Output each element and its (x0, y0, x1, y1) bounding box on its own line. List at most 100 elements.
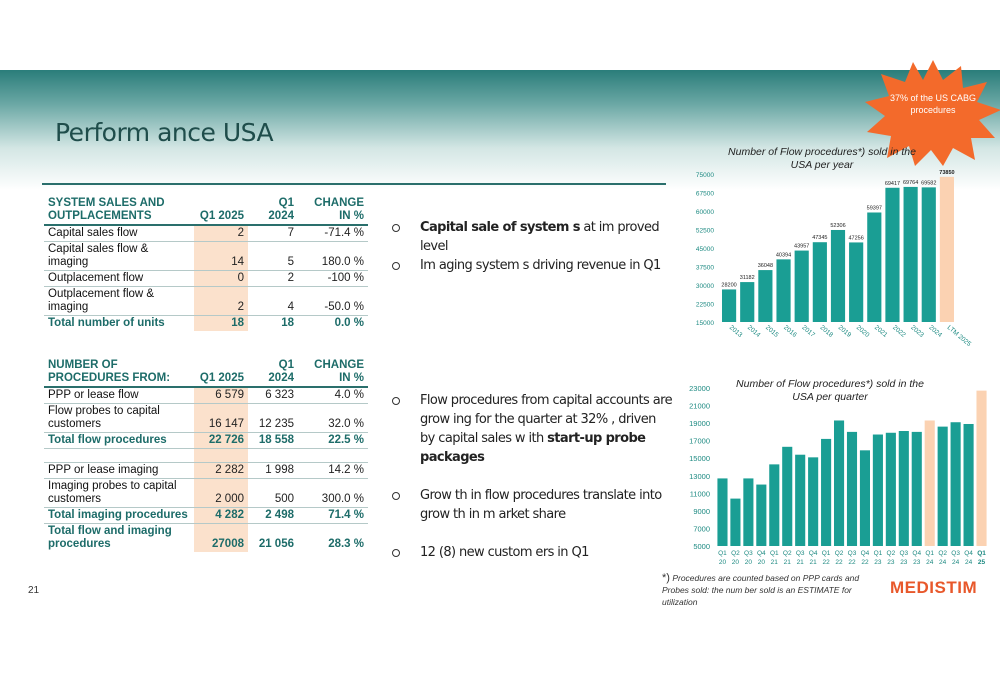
bullet-dot-icon (392, 549, 400, 557)
bar (721, 289, 737, 322)
row-label: Total imaging procedures (44, 507, 194, 524)
bar (849, 242, 864, 322)
title-divider (42, 183, 666, 185)
cell-q1-2025: 22 726 (194, 432, 248, 449)
x-tick-label: 2014 (746, 324, 762, 339)
y-tick-label: 37500 (696, 265, 714, 272)
x-tick-label: Q1 22 (822, 550, 831, 566)
t1-header-q1-2024: Q1 2024 (248, 196, 298, 226)
table-row: Total flow and imaging procedures 27008 21… (44, 523, 368, 552)
footnote-text: Procedures are counted based on PPP card… (662, 573, 860, 607)
bar (833, 420, 845, 546)
x-tick-label: Q3 24 (951, 550, 960, 566)
cell-change: -71.4 % (298, 224, 368, 242)
bar (885, 432, 896, 546)
cell-q1-2025: 2 000 (194, 478, 248, 508)
data-label: 47256 (849, 235, 864, 241)
bullet-text: 12 (8) new custom ers in Q1 (420, 545, 589, 560)
bar (782, 446, 793, 546)
x-tick-label: Q4 24 (964, 550, 973, 566)
row-label: Total flow and imaging procedures (44, 523, 194, 552)
quarterly-chart-title: Number of Flow procedures*) sold in the … (736, 378, 924, 403)
x-tick-label: 2016 (782, 324, 798, 339)
bullets-top: Capital sale of system s at im proved le… (392, 218, 672, 275)
x-tick-label: Q2 21 (783, 550, 792, 566)
x-tick-label: Q4 20 (757, 550, 766, 566)
row-label: Outplacement flow & imaging (44, 286, 194, 316)
bullet-bold-text: Capital sale of system s (420, 220, 580, 235)
y-tick-label: 52500 (696, 228, 714, 235)
bullet-dot-icon (392, 224, 400, 232)
table-row: Flow probes to capital customers 16 147 12… (44, 403, 368, 433)
cell-q1-2024: 2 498 (248, 507, 298, 524)
x-tick-label: Q1 24 (925, 550, 934, 566)
cell-q1-2025: 2 (194, 224, 248, 242)
x-tick-label: Q4 23 (912, 550, 921, 566)
t2-header-label: NUMBER OF PROCEDURES FROM: (44, 358, 194, 388)
y-tick-label: 9000 (693, 507, 710, 516)
bullet-growth: Grow th in flow procedures translate int… (392, 486, 672, 524)
cell-change: 0.0 % (298, 315, 368, 331)
y-tick-label: 45000 (696, 246, 714, 253)
table-row: Total imaging procedures 4 282 2 498 71.4 % (44, 507, 368, 524)
cell-q1-2024: 1 998 (248, 462, 298, 479)
bar (939, 176, 955, 322)
x-tick-label: LTM 2025 (946, 324, 973, 348)
row-label: Total number of units (44, 315, 194, 331)
cell-change: 28.3 % (298, 523, 368, 552)
x-tick-label: 2018 (819, 324, 835, 339)
row-label: PPP or lease flow (44, 386, 194, 404)
bar (743, 478, 754, 546)
x-tick-label: Q2 24 (938, 550, 947, 566)
footnote: *) Procedures are counted based on PPP c… (662, 572, 862, 608)
y-tick-label: 15000 (696, 320, 714, 327)
x-tick-label: 2020 (855, 324, 871, 339)
bar (872, 434, 883, 546)
table-row: Capital sales flow & imaging 14 5 180.0 % (44, 241, 368, 271)
bar (924, 420, 935, 546)
quarterly-flow-chart: 23000 21000 19000 17000 15000 13000 11000 9000 7… (689, 384, 987, 566)
cell-change: -50.0 % (298, 286, 368, 316)
data-label: 28200 (721, 282, 736, 288)
x-tick-label: Q3 23 (899, 550, 908, 566)
cell-q1-2024: 12 235 (248, 403, 298, 433)
header-banner (0, 70, 1000, 190)
cell-q1-2025: 4 282 (194, 507, 248, 524)
t1-header-change: CHANGE IN % (298, 196, 368, 226)
cell-change: 180.0 % (298, 241, 368, 271)
cell-change: 32.0 % (298, 403, 368, 433)
x-tick-label: Q1 20 (718, 550, 727, 566)
y-tick-label: 67500 (696, 191, 714, 198)
table-row: Imaging probes to capital customers 2 000… (44, 478, 368, 508)
bullet-bold-text: start-up probe packages (420, 431, 646, 465)
row-label: Flow probes to capital customers (44, 403, 194, 433)
bar (758, 270, 773, 322)
bullet-text: Im aging system s driving revenue in Q1 (420, 258, 661, 273)
data-label: 43957 (794, 244, 809, 250)
y-tick-label: 21000 (689, 402, 710, 411)
table-row: Outplacement flow 0 2 -100 % (44, 270, 368, 287)
cell-change: 4.0 % (298, 386, 368, 404)
data-label: 73850 (939, 170, 954, 176)
cell-q1-2024: 21 056 (248, 523, 298, 552)
data-label: 59397 (867, 205, 882, 211)
cell-change: 22.5 % (298, 432, 368, 449)
x-tick-label: Q1 21 (770, 550, 779, 566)
medistim-logo: MEDISTIM (890, 578, 978, 597)
cell-q1-2024: 18 558 (248, 432, 298, 449)
bar (846, 431, 858, 546)
bar (903, 186, 918, 322)
x-tick-label: 2013 (728, 324, 744, 339)
bar (730, 498, 741, 546)
annual-chart-title: Number of Flow procedures*) sold in the … (728, 146, 916, 171)
bar (950, 422, 961, 546)
cell-q1-2024: 18 (248, 315, 298, 331)
y-tick-label: 30000 (696, 283, 714, 290)
x-tick-label: Q3 22 (848, 550, 857, 566)
bullet-text: Flow procedures from capital accounts ar… (420, 393, 673, 446)
starburst-badge (865, 60, 1000, 166)
data-label: 69764 (903, 180, 918, 186)
bullet-flow-procedures: Flow procedures from capital accounts ar… (392, 391, 673, 467)
system-sales-table: SYSTEM SALES AND OUTPLACEMENTS Q1 2025 Q… (44, 196, 368, 331)
bar (769, 464, 780, 546)
